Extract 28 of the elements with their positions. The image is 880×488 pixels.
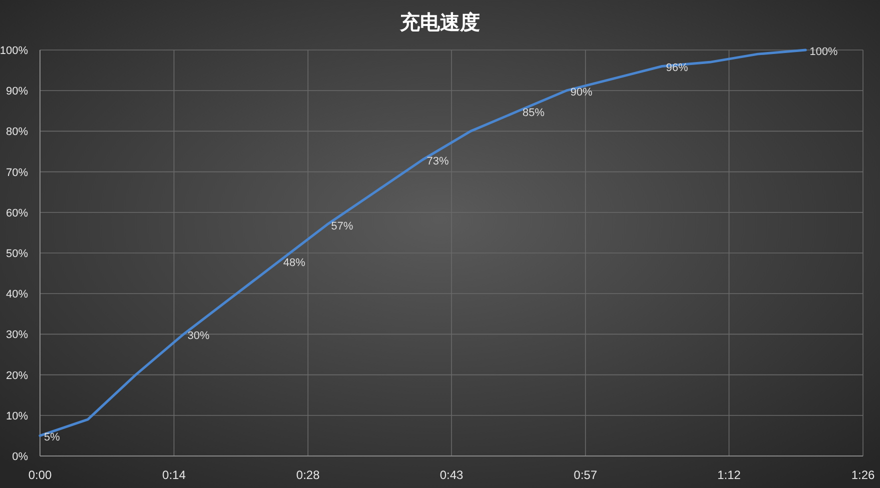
data-label: 5% <box>44 432 60 444</box>
x-tick-label: 0:00 <box>28 468 52 482</box>
y-tick-label: 100% <box>0 45 28 57</box>
y-tick-label: 70% <box>6 166 28 179</box>
x-tick-label: 0:14 <box>162 468 186 482</box>
y-tick-label: 90% <box>6 86 28 98</box>
x-tick-label: 0:43 <box>440 468 464 482</box>
data-label: 100% <box>810 46 838 58</box>
x-tick-label: 1:12 <box>717 468 742 482</box>
chart-title: 充电速度 <box>399 11 480 34</box>
y-tick-label: 50% <box>6 248 28 260</box>
y-tick-label: 20% <box>6 370 28 382</box>
data-label: 30% <box>188 330 210 342</box>
x-tick-label: 0:57 <box>574 468 598 482</box>
y-tick-label: 40% <box>6 288 28 301</box>
data-label: 96% <box>666 62 688 74</box>
data-label: 57% <box>331 220 354 233</box>
x-tick-label: 1:26 <box>851 468 875 482</box>
y-tick-label: 0% <box>12 451 28 463</box>
data-label: 48% <box>283 257 306 270</box>
y-tick-label: 10% <box>6 410 28 422</box>
data-label: 73% <box>426 156 450 168</box>
y-tick-label: 30% <box>6 329 28 342</box>
data-label: 85% <box>522 106 545 119</box>
y-tick-label: 60% <box>6 207 28 220</box>
x-tick-label: 0:28 <box>296 468 320 482</box>
y-tick-label: 80% <box>6 126 28 138</box>
data-label: 90% <box>570 86 593 99</box>
